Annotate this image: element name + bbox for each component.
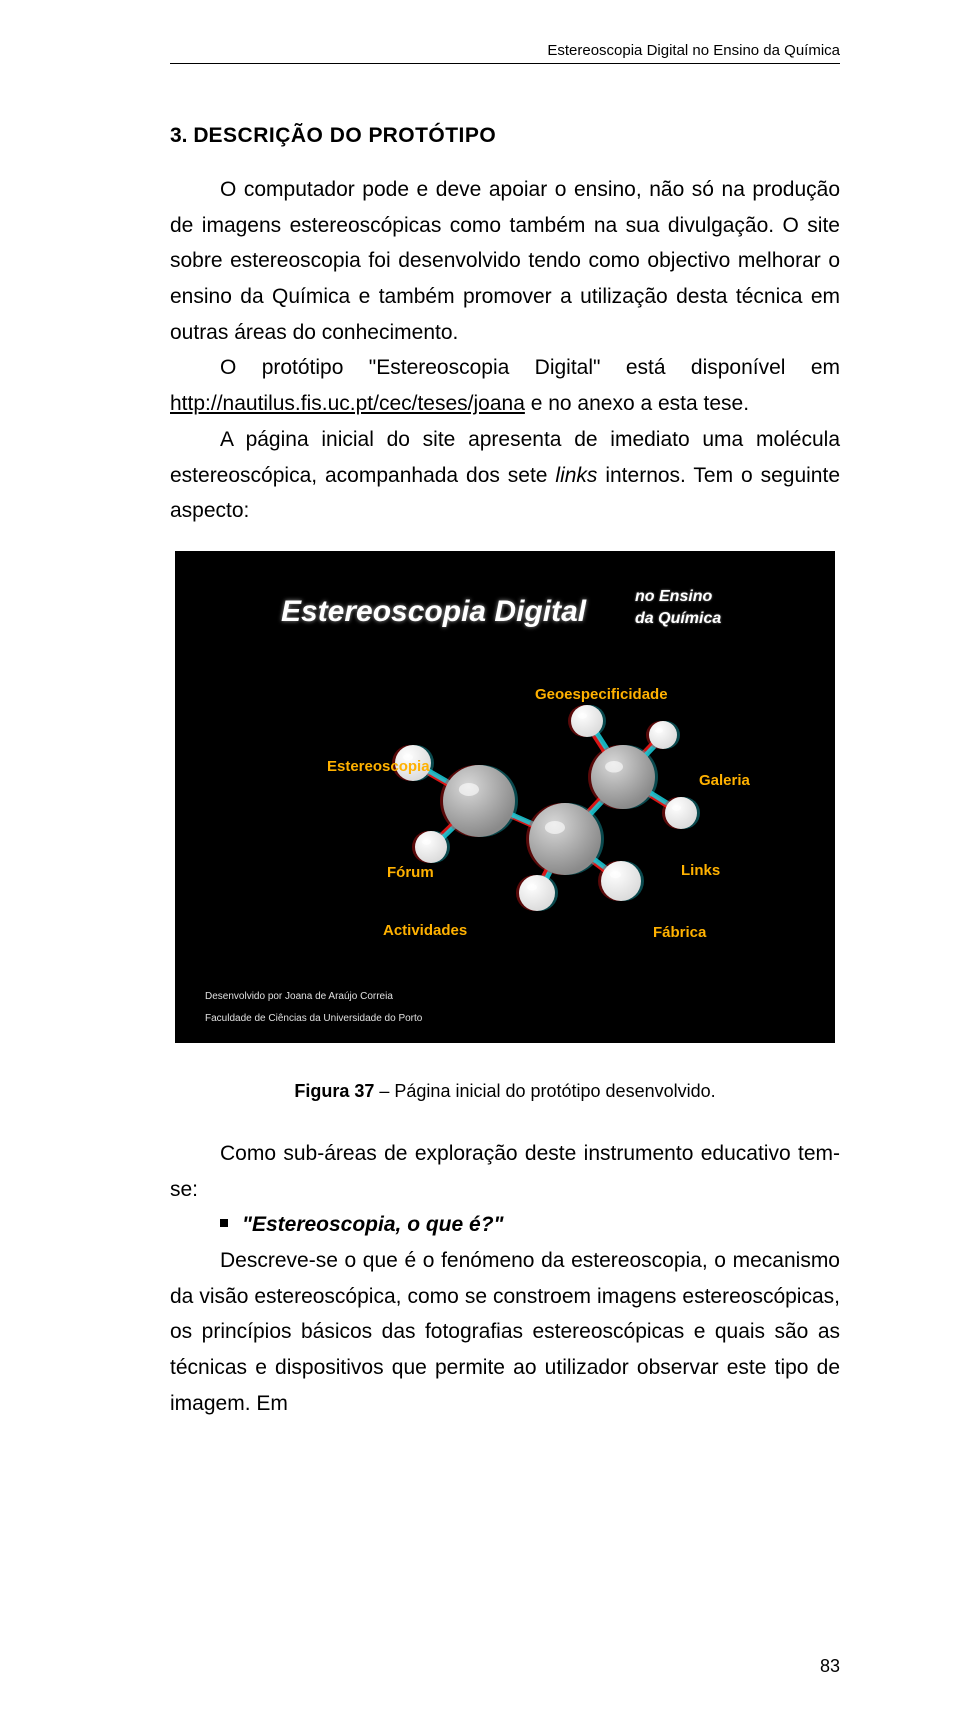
subareas-intro: Como sub-áreas de exploração deste instr… <box>170 1136 840 1207</box>
bullet-1: "Estereoscopia, o que é?" <box>242 1213 504 1236</box>
svg-text:Actividades: Actividades <box>383 922 467 939</box>
para2-b: e no anexo a esta tese. <box>525 392 749 415</box>
para2-a: O protótipo "Estereoscopia Digital" está… <box>220 356 840 379</box>
svg-text:Fórum: Fórum <box>387 864 434 881</box>
page-number: 83 <box>820 1656 840 1677</box>
svg-text:Fábrica: Fábrica <box>653 924 707 941</box>
section-title-3: P <box>369 124 383 147</box>
section-title-2: ESCRIÇÃO DO <box>209 124 369 147</box>
svg-text:Estereoscopia: Estereoscopia <box>327 758 430 775</box>
figure-37: Estereoscopia Digital no Ensino da Química… <box>170 551 840 1043</box>
prototype-link[interactable]: http://nautilus.fis.uc.pt/cec/teses/joan… <box>170 392 525 415</box>
svg-text:Estereoscopia Digital: Estereoscopia Digital <box>281 595 587 628</box>
figure-37-caption: Figura 37 – Página inicial do protótipo … <box>170 1081 840 1102</box>
svg-text:Desenvolvido por Joana de Araú: Desenvolvido por Joana de Araújo Correia <box>205 991 393 1002</box>
caption-label: Figura 37 <box>294 1081 374 1101</box>
figure-37-svg: Estereoscopia Digital no Ensino da Química… <box>175 551 835 1043</box>
svg-text:Geoespecificidade: Geoespecificidade <box>535 686 668 703</box>
subareas-list: "Estereoscopia, o que é?" <box>170 1207 840 1243</box>
caption-rest: – Página inicial do protótipo desenvolvi… <box>374 1081 715 1101</box>
section-title-4: ROTÓTIPO <box>383 124 497 147</box>
paragraph-2: O protótipo "Estereoscopia Digital" está… <box>170 350 840 421</box>
section-number: 3. <box>170 124 188 147</box>
running-head: Estereoscopia Digital no Ensino da Quími… <box>170 42 840 64</box>
svg-text:da Química: da Química <box>635 610 721 627</box>
paragraph-1: O computador pode e deve apoiar o ensino… <box>170 172 840 350</box>
svg-text:Faculdade de Ciências da Unive: Faculdade de Ciências da Universidade do… <box>205 1013 423 1024</box>
subarea-1-desc: Descreve-se o que é o fenómeno da estere… <box>170 1243 840 1421</box>
page: Estereoscopia Digital no Ensino da Quími… <box>0 0 960 1717</box>
list-item: "Estereoscopia, o que é?" <box>170 1207 840 1243</box>
para3-italic: links <box>555 464 597 487</box>
section-title-1: D <box>193 124 208 147</box>
section-heading: 3. DESCRIÇÃO DO PROTÓTIPO <box>170 124 840 148</box>
svg-text:Links: Links <box>681 862 720 879</box>
svg-text:Galeria: Galeria <box>699 772 751 789</box>
paragraph-3: A página inicial do site apresenta de im… <box>170 422 840 529</box>
svg-text:no Ensino: no Ensino <box>635 588 713 605</box>
